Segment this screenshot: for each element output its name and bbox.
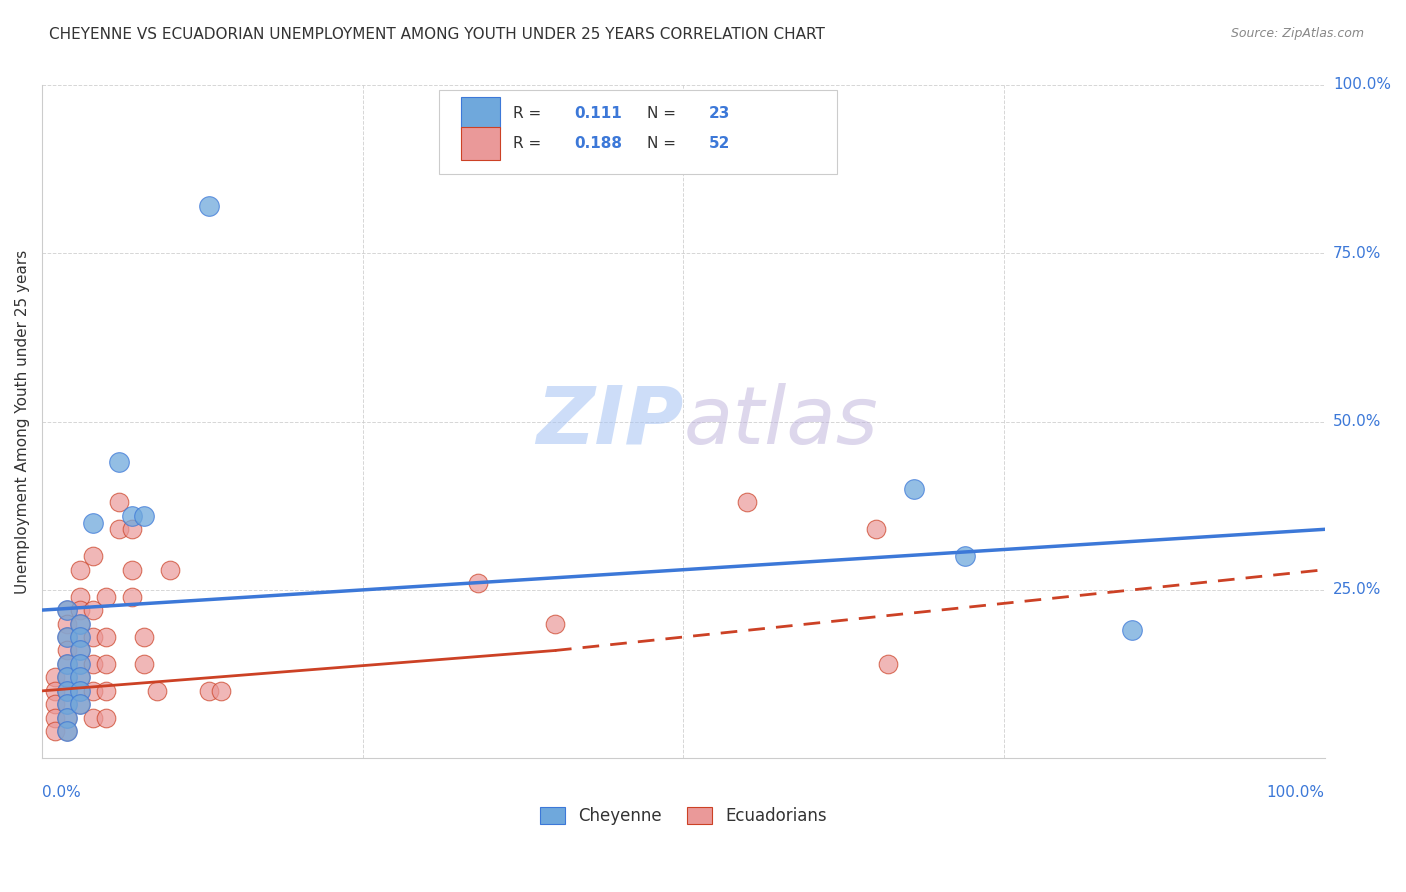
Point: [197, 199, 219, 213]
Point: [44, 698, 66, 712]
Point: [737, 495, 759, 509]
FancyBboxPatch shape: [440, 90, 837, 174]
Point: [44, 711, 66, 725]
Text: ZIP: ZIP: [536, 383, 683, 460]
Text: 100.0%: 100.0%: [1333, 78, 1391, 93]
Point: [56, 657, 79, 671]
Point: [865, 522, 887, 536]
Point: [69, 616, 91, 631]
Point: [69, 657, 91, 671]
Point: [56, 603, 79, 617]
Point: [56, 684, 79, 698]
Text: atlas: atlas: [683, 383, 877, 460]
Point: [56, 724, 79, 739]
Point: [69, 670, 91, 684]
Point: [134, 508, 156, 523]
Point: [121, 590, 143, 604]
Point: [69, 670, 91, 684]
Point: [56, 711, 79, 725]
Text: N =: N =: [647, 106, 681, 120]
Y-axis label: Unemployment Among Youth under 25 years: Unemployment Among Youth under 25 years: [15, 250, 30, 594]
Point: [56, 603, 79, 617]
Point: [107, 522, 129, 536]
Point: [69, 630, 91, 644]
Point: [82, 549, 104, 564]
Point: [44, 670, 66, 684]
Point: [44, 684, 66, 698]
Point: [56, 630, 79, 644]
Text: R =: R =: [513, 136, 546, 151]
Text: 75.0%: 75.0%: [1333, 246, 1381, 260]
Point: [82, 684, 104, 698]
Point: [544, 616, 567, 631]
Point: [69, 563, 91, 577]
Point: [69, 630, 91, 644]
Point: [82, 603, 104, 617]
Point: [94, 657, 117, 671]
Point: [94, 590, 117, 604]
Point: [56, 657, 79, 671]
Point: [82, 630, 104, 644]
Point: [69, 643, 91, 657]
Point: [56, 711, 79, 725]
Text: CHEYENNE VS ECUADORIAN UNEMPLOYMENT AMONG YOUTH UNDER 25 YEARS CORRELATION CHART: CHEYENNE VS ECUADORIAN UNEMPLOYMENT AMON…: [49, 27, 825, 42]
Point: [69, 616, 91, 631]
Point: [56, 670, 79, 684]
Text: N =: N =: [647, 136, 681, 151]
Point: [94, 630, 117, 644]
Point: [121, 508, 143, 523]
Point: [56, 643, 79, 657]
Point: [56, 616, 79, 631]
Point: [56, 698, 79, 712]
Point: [69, 698, 91, 712]
Point: [44, 724, 66, 739]
Point: [146, 684, 169, 698]
Point: [107, 495, 129, 509]
Point: [56, 724, 79, 739]
Text: 100.0%: 100.0%: [1267, 785, 1324, 800]
Point: [56, 630, 79, 644]
Point: [82, 516, 104, 530]
Point: [121, 563, 143, 577]
Point: [56, 684, 79, 698]
Text: 50.0%: 50.0%: [1333, 414, 1381, 429]
Text: Source: ZipAtlas.com: Source: ZipAtlas.com: [1230, 27, 1364, 40]
Text: 52: 52: [709, 136, 730, 151]
Text: 0.188: 0.188: [574, 136, 623, 151]
Point: [955, 549, 977, 564]
Point: [134, 657, 156, 671]
Point: [69, 590, 91, 604]
Point: [107, 455, 129, 469]
Point: [69, 684, 91, 698]
Point: [903, 482, 925, 496]
Point: [69, 643, 91, 657]
Point: [94, 711, 117, 725]
Point: [121, 522, 143, 536]
Point: [56, 670, 79, 684]
Point: [82, 711, 104, 725]
Text: 25.0%: 25.0%: [1333, 582, 1381, 598]
Point: [197, 684, 219, 698]
Point: [69, 684, 91, 698]
Point: [69, 657, 91, 671]
Point: [209, 684, 232, 698]
Point: [69, 698, 91, 712]
Legend: Cheyenne, Ecuadorians: Cheyenne, Ecuadorians: [533, 800, 834, 831]
Point: [1121, 624, 1143, 638]
Point: [82, 657, 104, 671]
Point: [467, 576, 489, 591]
Point: [877, 657, 900, 671]
Text: 0.111: 0.111: [574, 106, 621, 120]
Point: [94, 684, 117, 698]
Text: 23: 23: [709, 106, 730, 120]
Text: R =: R =: [513, 106, 546, 120]
Point: [69, 603, 91, 617]
Point: [56, 698, 79, 712]
Point: [159, 563, 181, 577]
Point: [134, 630, 156, 644]
Bar: [461, 128, 499, 160]
Bar: [461, 97, 499, 129]
Text: 0.0%: 0.0%: [42, 785, 80, 800]
